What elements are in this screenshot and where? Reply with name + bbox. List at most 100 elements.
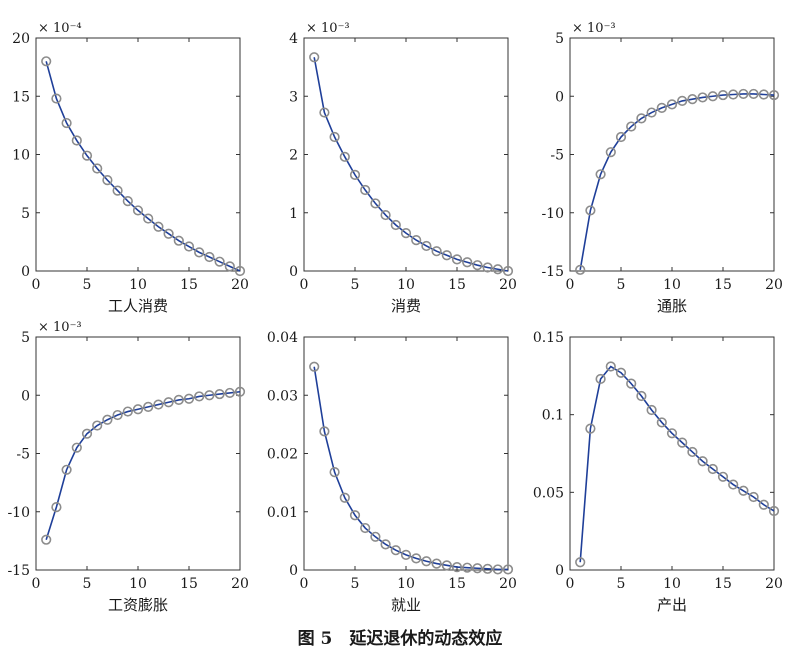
data-point [51,501,62,513]
data-point [339,151,350,162]
series-line [45,61,241,272]
data-point [707,463,718,475]
data-point [431,558,442,569]
x-axis-label: 通胀 [657,297,687,315]
x-tick-label: 20 [765,576,783,592]
data-point [132,404,144,415]
data-point [153,399,164,410]
data-point [728,89,739,100]
data-point [738,485,749,496]
x-axis-label: 消费 [391,297,421,315]
data-point [400,228,412,239]
x-tick-label: 10 [397,576,415,592]
data-point [319,426,330,437]
x-tick-label: 20 [765,277,783,293]
data-point [163,397,174,408]
axes-box [303,336,509,571]
data-point [194,391,205,402]
data-point [71,442,82,453]
axes-box [35,37,241,272]
axes-box [569,37,775,272]
y-tick-label: 0.1 [542,408,564,424]
data-point [677,437,688,448]
data-point [758,499,769,510]
data-point [143,401,154,413]
data-point [615,131,627,143]
data-point [575,557,586,568]
data-point [349,169,361,180]
data-point [492,264,503,275]
data-point [636,390,647,402]
data-point [173,235,184,246]
data-point [502,265,514,277]
y-tick-label: 0 [289,264,298,280]
y-tick-label: 0.02 [267,447,298,463]
data-point [472,260,483,271]
data-point [309,52,320,63]
data-point [41,534,52,545]
data-point [472,563,483,574]
x-tick-label: 15 [448,277,466,293]
data-point [92,420,103,431]
data-point [329,131,340,143]
x-tick-label: 0 [300,277,309,293]
data-point [61,464,72,475]
axes-box [569,336,775,571]
data-point [441,250,452,261]
data-point [112,409,123,421]
data-point [81,150,93,161]
data-point [234,265,246,277]
y-tick-label: -10 [7,505,30,521]
data-point [431,246,442,257]
x-tick-label: 5 [351,576,360,592]
x-tick-label: 5 [617,576,626,592]
y-tick-label: 0 [555,89,564,105]
data-point [656,102,667,113]
data-point [451,561,463,573]
y-tick-label: 0.04 [267,330,298,346]
y-tick-label: 4 [289,31,298,47]
y-tick-label: 0.15 [533,330,564,346]
x-axis-label: 工人消费 [108,297,168,315]
axes-box [35,336,241,571]
data-point [360,522,371,534]
x-tick-label: 10 [129,277,147,293]
data-point [132,205,144,216]
x-tick-label: 5 [351,277,360,293]
data-point [768,505,780,517]
data-point [143,213,154,224]
data-point [585,423,596,434]
x-tick-label: 0 [566,277,575,293]
y-tick-label: 0 [21,388,30,404]
x-tick-label: 15 [180,277,198,293]
data-point [687,446,698,458]
data-point [204,390,215,401]
data-point [482,563,493,574]
data-point [380,209,391,221]
data-point [92,163,103,174]
x-tick-label: 15 [714,277,732,293]
y-tick-label: -5 [550,148,564,164]
y-tick-label: 5 [21,330,30,346]
data-point [666,99,678,110]
data-point [390,219,401,231]
data-point [204,251,215,263]
data-point [102,414,113,425]
data-point [502,564,514,575]
data-point [41,56,52,67]
x-tick-label: 20 [231,277,249,293]
data-point [758,89,769,100]
data-point [183,393,195,404]
data-point [646,107,657,118]
data-point [748,491,759,503]
data-point [595,373,606,385]
y-tick-label: -10 [541,206,564,222]
data-point [687,94,698,105]
data-point [462,257,473,268]
y-tick-label: 15 [12,89,30,105]
x-tick-label: 15 [180,576,198,592]
data-point [666,428,678,439]
axis-exponent-label: × 10⁻³ [306,21,350,36]
data-point [728,479,739,490]
data-point [122,196,133,207]
